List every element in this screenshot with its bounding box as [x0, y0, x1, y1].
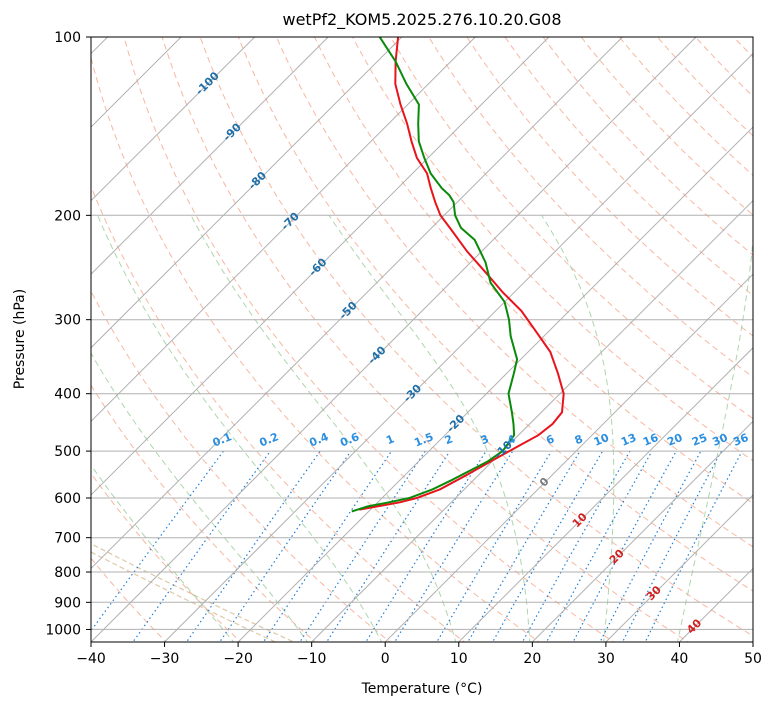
- y-tick-label: 300: [54, 313, 81, 329]
- x-tick-label: 20: [523, 651, 541, 667]
- x-tick-label: −40: [76, 651, 106, 667]
- mixing-ratio-label: 1: [384, 432, 396, 447]
- x-tick-label: −20: [223, 651, 253, 667]
- dry-adiabat: [313, 37, 753, 505]
- isotherm-line: [91, 37, 697, 642]
- y-tick-label: 500: [54, 444, 81, 460]
- mixing-ratio-label: 3: [479, 432, 491, 447]
- mixing-ratio-line: [299, 450, 426, 642]
- x-tick-label: −10: [297, 651, 327, 667]
- isotherm-line: [91, 37, 329, 275]
- mixing-ratio-line: [436, 450, 553, 642]
- dry-adiabat: [466, 37, 753, 337]
- y-tick-label: 800: [54, 565, 81, 581]
- moist-adiabats: [91, 215, 753, 642]
- moist-adiabat: [190, 215, 457, 642]
- sounding-series: [351, 37, 565, 513]
- dewpoint-profile: [351, 37, 519, 513]
- mixing-ratio-label: 30: [711, 431, 730, 449]
- mixing-ratio-label: 8: [573, 432, 585, 447]
- y-tick-label: 100: [54, 30, 81, 46]
- x-axis-ticks: −40 −30 −20 −10 0 10 20 30 40 50: [76, 642, 762, 667]
- x-axis-label: Temperature (°C): [361, 681, 483, 697]
- mixing-ratio-label: 10: [592, 431, 611, 449]
- isotherm-line: [91, 37, 477, 423]
- isotherm-line: [91, 37, 403, 349]
- isotherm-line: [163, 52, 753, 642]
- isotherm-line: [237, 126, 753, 642]
- isotherm-line: [91, 37, 550, 496]
- mixing-ratio-label: 25: [690, 431, 709, 449]
- isotherm-line: [605, 494, 753, 642]
- isotherm-line: [91, 37, 182, 128]
- isotherm-line: [91, 37, 624, 570]
- mixing-ratio-line: [325, 450, 451, 642]
- x-tick-label: 50: [744, 651, 762, 667]
- y-axis-label: Pressure (hPa): [12, 289, 28, 389]
- y-axis-ticks: 100 200 300 400 500 600 700 800 900 1000: [45, 30, 91, 638]
- isotherm-line: [384, 273, 753, 642]
- y-tick-label: 200: [54, 208, 81, 224]
- dry-adiabat: [428, 37, 753, 378]
- dry-adiabat: [504, 37, 753, 297]
- plot-frame: [90, 36, 754, 643]
- mixing-ratio-label: 16: [641, 431, 660, 449]
- moist-adiabat: [91, 352, 309, 642]
- dry-adiabat: [237, 37, 753, 592]
- x-tick-label: 30: [597, 651, 615, 667]
- x-tick-label: 40: [671, 651, 689, 667]
- temperature-profile: [359, 37, 565, 511]
- moist-adiabat: [328, 215, 531, 642]
- mixing-ratio-label: 20: [665, 431, 684, 449]
- isotherms: [91, 37, 753, 642]
- x-tick-label: 10: [450, 651, 468, 667]
- isotherm-line: [91, 37, 256, 202]
- dry-adiabat: [161, 37, 690, 642]
- chart-title: wetPf2_KOM5.2025.276.10.20.G08: [282, 10, 561, 30]
- moist-adiabat: [91, 464, 235, 642]
- dry-adiabat: [275, 37, 753, 548]
- x-tick-label: 0: [381, 651, 390, 667]
- x-tick-label: −30: [150, 651, 180, 667]
- isotherm-line: [531, 420, 753, 642]
- plot-area: -100-90-80-70-60-50-40-30-20-10010203040…: [91, 37, 753, 642]
- y-tick-label: 400: [54, 387, 81, 403]
- mixing-ratio-label: 13: [619, 431, 638, 449]
- y-tick-label: 600: [54, 491, 81, 507]
- dry-adiabat: [199, 37, 753, 637]
- isotherm-line: [457, 347, 753, 642]
- y-tick-label: 900: [54, 595, 81, 611]
- mixing-ratio-line: [91, 450, 224, 632]
- mixing-ratio-line: [521, 450, 631, 642]
- moist-adiabat: [97, 215, 383, 642]
- moist-adiabat: [541, 215, 615, 642]
- mixing-ratio-line: [219, 450, 352, 642]
- mixing-ratio-label: 36: [731, 431, 750, 449]
- mixing-ratio-line: [621, 450, 722, 642]
- isotherm-line: [310, 199, 753, 642]
- mixing-ratio-label: 2: [443, 432, 455, 447]
- isobars: [91, 37, 753, 630]
- y-tick-label: 700: [54, 531, 81, 547]
- y-tick-label: 1000: [45, 622, 81, 638]
- mixing-ratio-line: [644, 450, 743, 642]
- mixing-ratio-line: [394, 450, 514, 642]
